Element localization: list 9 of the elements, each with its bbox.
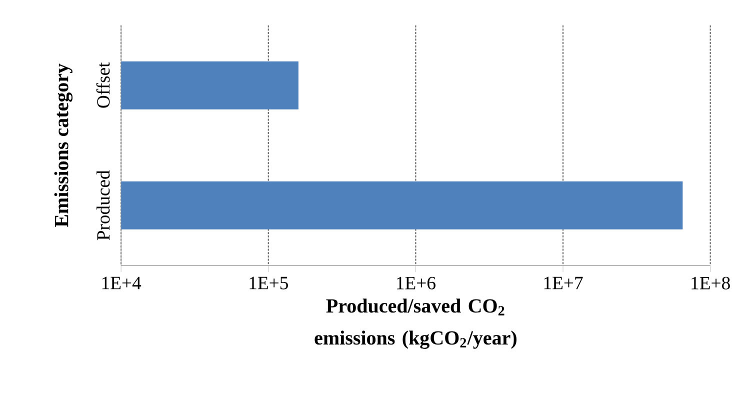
x-tick-label: 1E+4 [102,276,142,290]
text: Produced/saved CO$_{2}$ emissions (kgCO$_{2}$/year) [314,298,516,349]
x-tick-label: 1E+6 [397,276,436,290]
y-axis-title: Emissions category [54,64,73,228]
x-tick-label: 1E+5 [250,276,288,290]
x-tick-label: 1E+8 [692,276,730,290]
y-tick-label: Offset [96,62,110,108]
y-tick-label: Produced [96,170,110,240]
x-tick-label: 1E+7 [544,276,583,290]
